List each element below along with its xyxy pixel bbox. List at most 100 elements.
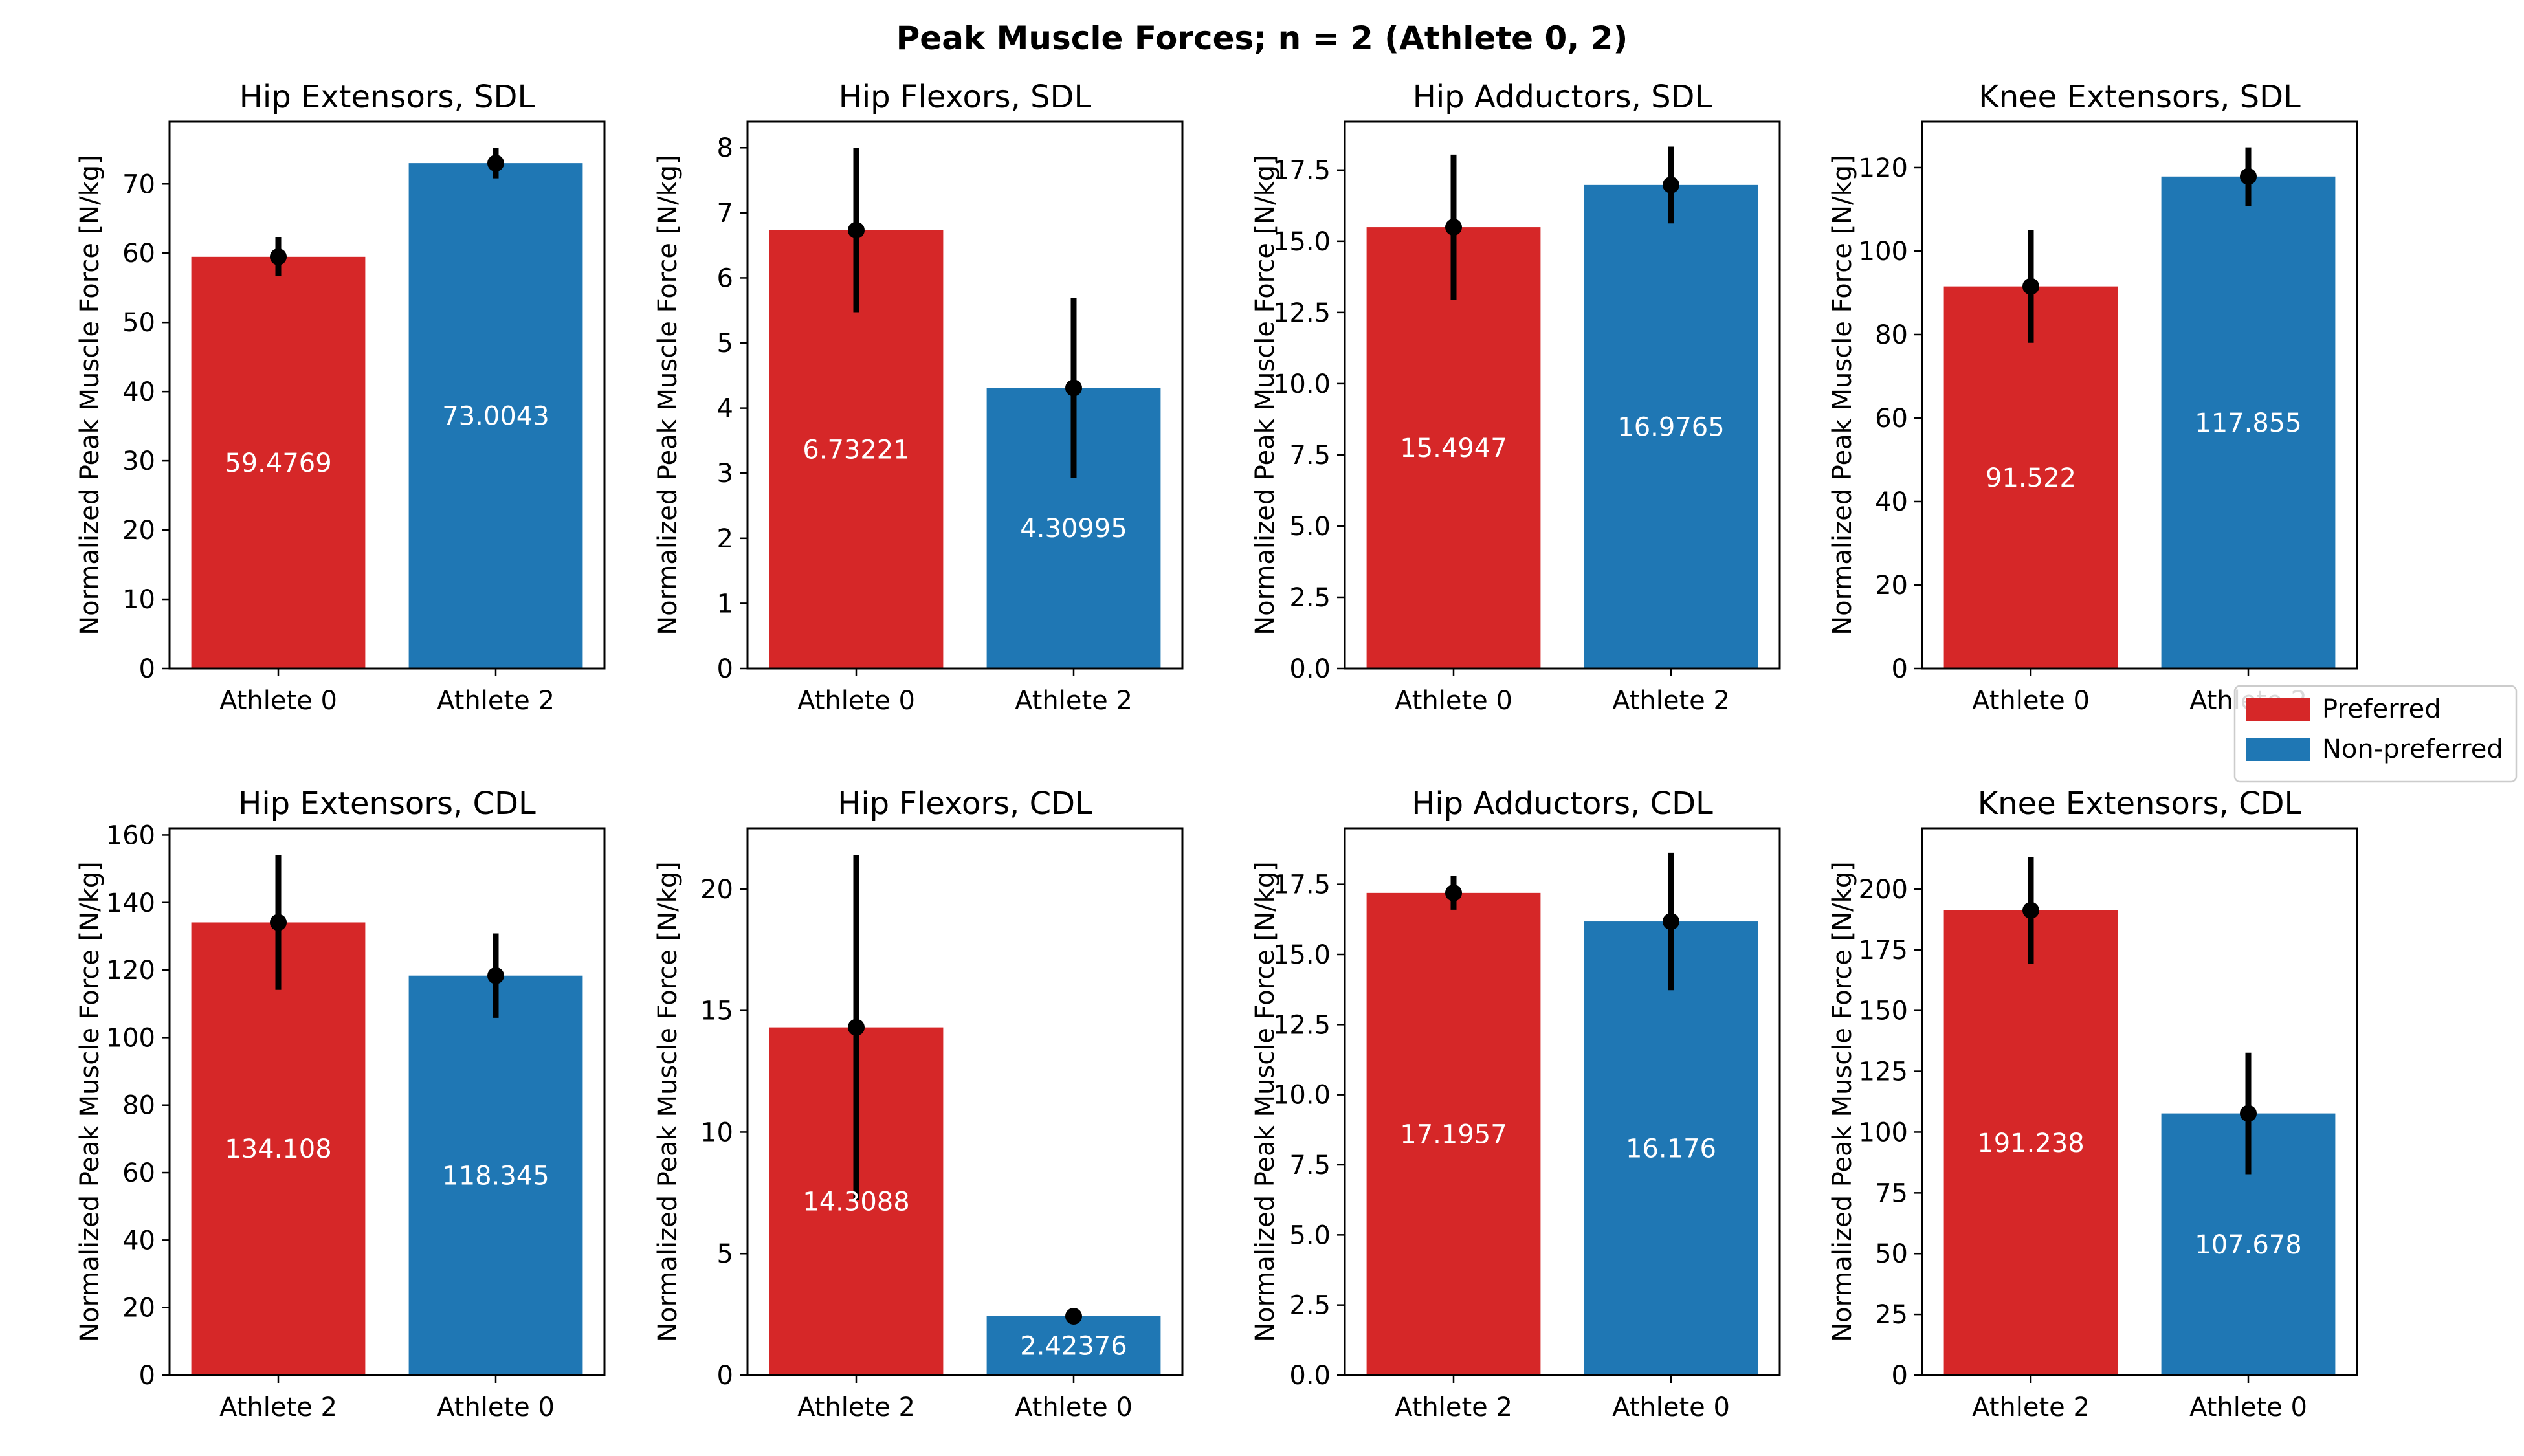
x-tick-label: Athlete 0 [1612, 1393, 1730, 1422]
y-tick-label: 12.5 [1273, 1010, 1331, 1040]
y-tick-label: 6 [717, 263, 733, 293]
y-tick-label: 80 [122, 1091, 155, 1121]
subplot-title: Hip Flexors, SDL [839, 79, 1092, 115]
y-tick-label: 40 [122, 1226, 155, 1255]
y-tick-label: 3 [717, 459, 733, 489]
bar [1943, 286, 2118, 668]
y-tick-label: 17.5 [1273, 870, 1331, 900]
legend: Preferred Non-preferred [2233, 685, 2518, 783]
y-tick-label: 160 [106, 821, 155, 850]
y-tick-label: 150 [1859, 997, 1908, 1026]
y-axis-label: Normalized Peak Muscle Force [N/kg] [653, 155, 683, 635]
y-tick-label: 20 [700, 875, 733, 905]
x-tick-label: Athlete 0 [1395, 686, 1512, 716]
subplot-7: 17.1957 16.176 0.0 2.5 5.0 7.5 10.0 12.5 15.0 17.… [1250, 786, 1781, 1422]
y-tick-label: 100 [1859, 237, 1908, 267]
x-tick-label: Athlete 2 [219, 1393, 337, 1422]
y-tick-label: 25 [1875, 1300, 1908, 1330]
y-axis-label: Normalized Peak Muscle Force [N/kg] [1828, 155, 1857, 635]
subplot-title: Hip Extensors, CDL [238, 786, 536, 822]
bar [191, 256, 366, 669]
subplot-title: Knee Extensors, CDL [1978, 786, 2302, 822]
bar-value-label: 134.108 [225, 1134, 331, 1164]
x-tick-label: Athlete 2 [1015, 686, 1133, 716]
y-tick-label: 60 [122, 1158, 155, 1188]
bar [191, 922, 366, 1375]
y-tick-label: 12.5 [1273, 298, 1331, 328]
mean-marker [270, 248, 287, 265]
y-tick-label: 50 [122, 308, 155, 338]
bar [1584, 184, 1758, 668]
subplot-title: Hip Adductors, SDL [1413, 79, 1712, 115]
mean-marker [1445, 884, 1462, 901]
axes-frame [1344, 827, 1781, 1376]
legend-label: Preferred [2322, 694, 2441, 724]
bar-value-label: 17.1957 [1400, 1120, 1507, 1149]
x-tick-label: Athlete 0 [437, 1393, 555, 1422]
bar-value-label: 117.855 [2195, 408, 2301, 438]
subplot-3: 15.4947 16.9765 0.0 2.5 5.0 7.5 10.0 12.5 15.0 17… [1250, 79, 1781, 716]
y-tick-label: 40 [1875, 487, 1908, 517]
bar-value-label: 16.9765 [1617, 412, 1724, 442]
y-tick-label: 17.5 [1273, 156, 1331, 186]
y-tick-label: 60 [1875, 404, 1908, 434]
bar-value-label: 191.238 [1977, 1129, 2084, 1158]
mean-marker [270, 914, 287, 931]
subplot-5: 134.108 118.345 0 20 40 60 80 100 120 140 160 Athle… [75, 786, 606, 1422]
figure-title: Peak Muscle Forces; n = 2 (Athlete 0, 2) [896, 19, 1628, 57]
bar [408, 975, 583, 1375]
mean-marker [1663, 176, 1679, 193]
subplot-title: Hip Extensors, SDL [239, 79, 535, 115]
y-tick-label: 0 [1892, 1361, 1908, 1391]
mean-marker [2240, 1105, 2257, 1122]
mean-marker [848, 221, 865, 239]
y-tick-label: 8 [717, 133, 733, 163]
axes-frame [168, 120, 606, 670]
y-tick-label: 1 [717, 589, 733, 619]
y-tick-label: 125 [1859, 1057, 1908, 1087]
bar-value-label: 73.0043 [442, 402, 549, 432]
y-tick-label: 120 [106, 956, 155, 986]
y-tick-label: 20 [1875, 571, 1908, 601]
y-axis-label: Normalized Peak Muscle Force [N/kg] [1250, 861, 1280, 1341]
mean-marker [1065, 379, 1082, 397]
legend-swatch [2246, 698, 2310, 721]
x-tick-label: Athlete 0 [797, 686, 915, 716]
y-tick-label: 2.5 [1289, 1291, 1331, 1321]
y-tick-label: 7.5 [1289, 1151, 1331, 1180]
y-tick-label: 0 [1892, 654, 1908, 684]
y-tick-label: 5 [717, 329, 733, 358]
y-tick-label: 10.0 [1273, 1081, 1331, 1110]
y-tick-label: 75 [1875, 1178, 1908, 1208]
y-tick-label: 4 [717, 394, 733, 424]
bar-value-label: 15.4947 [1400, 434, 1507, 463]
subplot-title: Knee Extensors, SDL [1978, 79, 2301, 115]
y-tick-label: 2.5 [1289, 583, 1331, 613]
y-tick-label: 10.0 [1273, 370, 1331, 399]
axes-frame [746, 120, 1184, 670]
bar-value-label: 59.4769 [225, 448, 331, 478]
subplot-title: Hip Adductors, CDL [1411, 786, 1713, 822]
x-tick-label: Athlete 2 [1395, 1393, 1512, 1422]
y-tick-label: 15.0 [1273, 940, 1331, 970]
y-tick-label: 15.0 [1273, 227, 1331, 257]
y-tick-label: 120 [1859, 153, 1908, 183]
x-tick-label: Athlete 0 [1015, 1393, 1133, 1422]
bar [986, 1316, 1161, 1375]
y-axis-label: Normalized Peak Muscle Force [N/kg] [75, 861, 105, 1341]
y-tick-label: 0 [139, 1361, 155, 1391]
bar [2161, 176, 2336, 668]
y-tick-label: 100 [1859, 1118, 1908, 1147]
bar [1366, 227, 1541, 669]
mean-marker [2240, 168, 2257, 185]
y-axis-label: Normalized Peak Muscle Force [N/kg] [75, 155, 105, 635]
subplot-2: 6.73221 4.30995 0 1 2 3 4 5 6 7 8 Athlete 0 Athlete … [653, 79, 1184, 716]
mean-marker [848, 1019, 865, 1036]
subplot-1: 59.4769 73.0043 0 10 20 30 40 50 60 70 Athlete 0 At… [75, 79, 606, 716]
legend-swatch [2246, 738, 2310, 761]
bar-value-label: 118.345 [442, 1161, 549, 1191]
x-tick-label: Athlete 2 [1972, 1393, 2090, 1422]
axes-frame [1921, 120, 2358, 670]
y-tick-label: 2 [717, 524, 733, 554]
